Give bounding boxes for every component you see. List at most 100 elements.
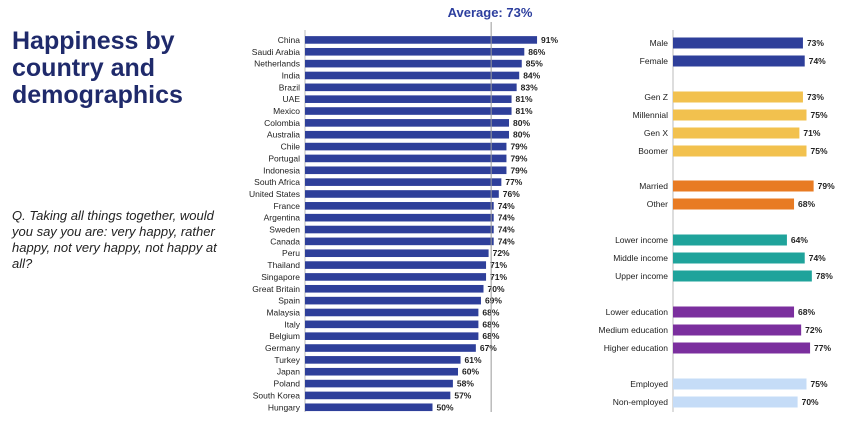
country-bar xyxy=(305,308,479,317)
country-label: Spain xyxy=(278,296,300,306)
country-bar xyxy=(305,59,522,68)
country-value-label: 74% xyxy=(498,201,515,211)
country-value-label: 57% xyxy=(454,390,471,400)
country-bar xyxy=(305,130,509,139)
country-bar xyxy=(305,379,453,388)
demographic-bar xyxy=(673,91,803,103)
country-label: Chile xyxy=(281,142,301,152)
country-label: China xyxy=(278,35,300,45)
country-label: South Korea xyxy=(253,390,301,400)
country-bar xyxy=(305,367,458,376)
demographic-bar xyxy=(673,180,814,192)
country-bar xyxy=(305,142,507,151)
demographic-label: Gen X xyxy=(644,128,668,138)
demographic-bar xyxy=(673,55,805,67)
country-value-label: 79% xyxy=(510,153,527,163)
country-label: Thailand xyxy=(267,260,300,270)
country-label: Peru xyxy=(282,248,300,258)
country-bar xyxy=(305,83,517,92)
demographic-value-label: 64% xyxy=(791,235,808,245)
country-value-label: 74% xyxy=(498,225,515,235)
country-label: Australia xyxy=(267,130,300,140)
country-label: Japan xyxy=(277,367,300,377)
demographic-bar xyxy=(673,396,798,408)
demographic-label: Lower education xyxy=(606,307,669,317)
page-title: Happiness by country and demographics xyxy=(12,27,183,109)
country-bar xyxy=(305,344,476,352)
demographic-label: Employed xyxy=(630,379,668,389)
country-bar xyxy=(305,284,484,293)
country-value-label: 71% xyxy=(490,260,507,270)
country-label: Italy xyxy=(284,319,300,329)
demographic-bar xyxy=(673,198,795,210)
country-value-label: 50% xyxy=(437,402,454,412)
country-label: Great Britain xyxy=(252,284,300,294)
country-label: Germany xyxy=(265,343,301,353)
country-label: India xyxy=(282,70,301,80)
country-value-label: 58% xyxy=(457,379,474,389)
country-bar xyxy=(305,95,512,103)
demographic-label: Boomer xyxy=(638,146,668,156)
country-value-label: 86% xyxy=(528,47,545,57)
demographic-label: Other xyxy=(647,199,668,209)
country-value-label: 80% xyxy=(513,130,530,140)
country-bar xyxy=(305,296,481,305)
country-bar xyxy=(305,119,509,127)
demographic-label: Millennial xyxy=(633,110,669,120)
country-bar xyxy=(305,190,499,198)
country-value-label: 70% xyxy=(488,284,505,294)
country-label: France xyxy=(274,201,301,211)
demographic-bar xyxy=(673,378,807,390)
country-value-label: 91% xyxy=(541,35,558,45)
demographic-value-label: 68% xyxy=(798,199,815,209)
country-value-label: 79% xyxy=(510,142,527,152)
country-value-label: 60% xyxy=(462,367,479,377)
demographic-bar xyxy=(673,127,800,139)
country-value-label: 77% xyxy=(505,177,522,187)
country-label: Portugal xyxy=(268,153,300,163)
demographic-bar xyxy=(673,234,787,246)
country-value-label: 85% xyxy=(526,59,543,69)
country-label: Malaysia xyxy=(266,307,300,317)
country-bar xyxy=(305,320,479,329)
country-bar xyxy=(305,225,494,234)
country-bar xyxy=(305,213,494,222)
demographic-bar xyxy=(673,324,802,336)
demographic-bar xyxy=(673,37,803,49)
country-bar xyxy=(305,47,525,56)
demographic-label: Middle income xyxy=(613,253,668,263)
demographic-label: Medium education xyxy=(599,325,669,335)
country-value-label: 79% xyxy=(510,165,527,175)
demographic-value-label: 74% xyxy=(809,253,826,263)
country-label: Sweden xyxy=(269,225,300,235)
demographic-bar xyxy=(673,145,807,157)
demographic-value-label: 77% xyxy=(814,343,831,353)
demographic-value-label: 68% xyxy=(798,307,815,317)
country-label: Mexico xyxy=(273,106,300,116)
country-bar xyxy=(305,273,487,281)
country-bar xyxy=(305,202,494,210)
country-bar xyxy=(305,71,520,80)
country-label: Saudi Arabia xyxy=(252,47,300,57)
country-value-label: 83% xyxy=(521,82,538,92)
country-bar xyxy=(305,332,479,340)
demographic-bar xyxy=(673,306,795,318)
demographic-value-label: 79% xyxy=(818,181,835,191)
country-label: UAE xyxy=(283,94,301,104)
country-value-label: 76% xyxy=(503,189,520,199)
country-bar xyxy=(305,403,433,412)
demographic-label: Male xyxy=(650,38,669,48)
average-label: Average: 73% xyxy=(447,5,533,20)
demographic-value-label: 73% xyxy=(807,38,824,48)
country-bar xyxy=(305,261,487,269)
country-bar xyxy=(305,249,489,258)
demographic-value-label: 73% xyxy=(807,92,824,102)
country-label: Turkey xyxy=(274,355,300,365)
country-bar xyxy=(305,391,451,400)
country-value-label: 69% xyxy=(485,296,502,306)
demographic-bar xyxy=(673,342,811,354)
country-label: Brazil xyxy=(279,82,300,92)
country-value-label: 74% xyxy=(498,213,515,223)
demographic-value-label: 75% xyxy=(811,146,828,156)
country-value-label: 81% xyxy=(516,94,533,104)
